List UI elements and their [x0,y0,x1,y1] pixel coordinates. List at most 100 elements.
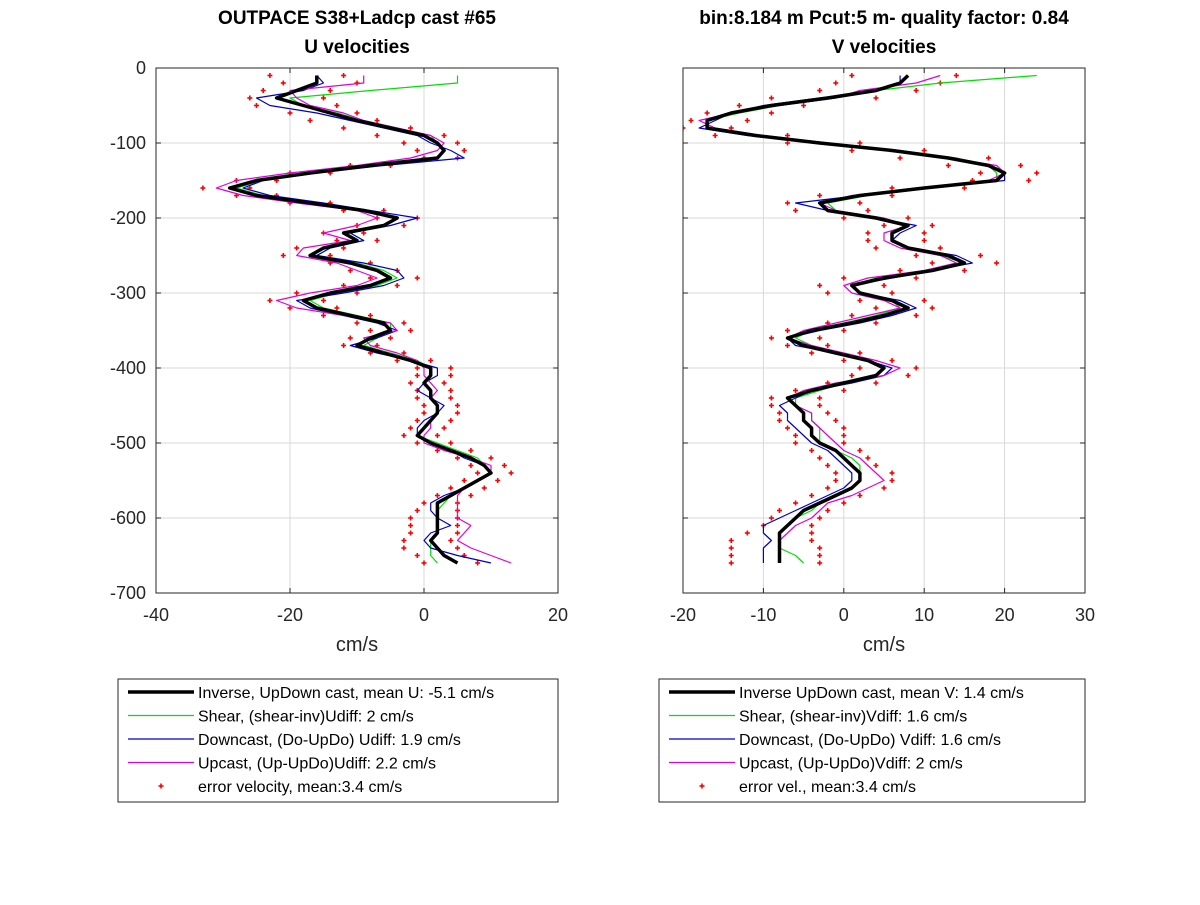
error-velocity-marker [394,283,400,288]
error-velocity-marker [448,365,454,371]
error-velocity-marker [793,388,799,393]
error-velocity-marker [857,493,863,498]
legend-entry-label: Shear, (shear-inv)Udiff: 2 cm/s [198,709,414,726]
error-velocity-marker [434,433,440,438]
error-velocity-marker [889,470,895,476]
error-velocity-marker [200,185,206,191]
legend-entry-label: Upcast, (Up-UpDo)Vdiff: 2 cm/s [739,756,963,773]
error-velocity-marker [793,440,799,446]
error-velocity-marker [849,313,855,318]
error-velocity-marker [986,155,992,161]
error-velocity-marker [455,403,460,408]
error-velocity-marker [448,395,454,401]
error-velocity-marker [287,305,293,311]
error-velocity-marker [793,500,799,506]
error-velocity-marker [267,73,273,78]
error-velocity-marker [280,253,286,258]
chart-title: bin:8.184 m Pcut:5 m- quality factor: 0.… [699,8,1069,29]
error-velocity-marker [408,328,414,333]
legend-entry-label: Downcast, (Do-UpDo) Vdiff: 1.6 cm/s [739,732,1001,749]
error-velocity-marker [905,215,911,221]
chart-subtitle: U velocities [304,37,410,58]
legend-entry-label: Inverse UpDown cast, mean V: 1.4 cm/s [739,685,1024,702]
error-velocity-marker [434,448,440,453]
error-velocity-marker [307,118,313,123]
error-velocity-marker [929,260,935,266]
error-velocity-marker [768,515,774,521]
axes-box [682,67,1086,594]
error-velocity-marker [736,103,742,108]
error-velocity-marker [817,403,823,408]
error-velocity-marker [929,223,935,228]
error-velocity-marker [873,380,879,386]
error-velocity-marker [408,425,414,431]
error-velocity-marker [341,73,347,78]
error-velocity-marker [977,170,983,176]
error-velocity-marker [785,133,791,138]
error-velocity-marker [841,388,847,393]
error-velocity-marker [849,148,855,153]
error-velocity-marker [414,148,420,153]
error-velocity-marker [873,95,879,101]
error-velocity-marker [841,425,847,431]
error-velocity-marker [455,545,460,551]
error-velocity-marker [712,133,718,138]
error-velocity-marker [913,275,919,281]
error-velocity-marker [455,455,460,461]
error-velocity-marker [347,268,353,273]
error-velocity-marker [857,448,863,453]
error-velocity-marker [374,238,380,243]
y-tick-label: -300 [110,283,146,303]
legend-entry-label: Inverse, UpDown cast, mean U: -5.1 cm/s [198,685,494,702]
error-velocity-marker [455,410,460,416]
error-velocity-marker [817,455,823,461]
error-velocity-marker [441,425,447,431]
error-velocity-marker [728,560,734,566]
error-velocity-marker [833,418,839,423]
error-velocity-marker [744,118,750,123]
error-velocity-marker [321,313,326,318]
error-velocity-marker [809,448,815,453]
error-velocity-marker [688,118,694,123]
error-velocity-marker [267,298,273,303]
error-velocity-marker [817,560,823,566]
x-tick-label: 30 [1075,605,1095,625]
legend: Inverse UpDown cast, mean V: 1.4 cm/s She… [658,678,1086,803]
error-velocity-marker [857,365,863,371]
error-velocity-marker [294,245,300,251]
x-tick-label: -10 [750,605,776,625]
error-velocity-marker [817,88,823,93]
error-velocity-marker [448,538,454,543]
error-velocity-marker [367,313,373,318]
error-velocity-marker [768,403,774,408]
error-velocity-marker [461,478,467,483]
error-velocity-marker [728,538,734,543]
error-velocity-marker [841,328,847,333]
error-velocity-marker [945,163,951,168]
error-velocity-marker [809,538,815,543]
error-velocity-marker [354,110,360,116]
v-velocity-panel: bin:8.184 m Pcut:5 m- quality factor: 0.… [658,8,1095,803]
error-velocity-marker [1018,163,1024,168]
error-velocity-marker [744,530,750,536]
error-velocity-marker [421,403,427,408]
y-tick-label: -500 [110,433,146,453]
error-velocity-marker [785,343,791,348]
error-velocity-marker [849,73,855,78]
error-velocity-marker [414,440,420,446]
error-velocity-marker [921,238,927,243]
error-velocity-marker [448,440,454,446]
axes-box [155,67,559,594]
error-velocity-marker [434,493,440,498]
error-velocity-marker [889,193,895,198]
error-velocity-marker [849,373,855,378]
error-velocity-marker [1034,170,1040,176]
error-velocity-marker [408,530,414,536]
y-tick-label: -100 [110,133,146,153]
error-velocity-marker [728,545,734,551]
error-velocity-marker [881,223,887,228]
error-velocity-marker [817,515,823,521]
series-line-inverse [705,74,1007,563]
error-velocity-marker [873,305,879,311]
